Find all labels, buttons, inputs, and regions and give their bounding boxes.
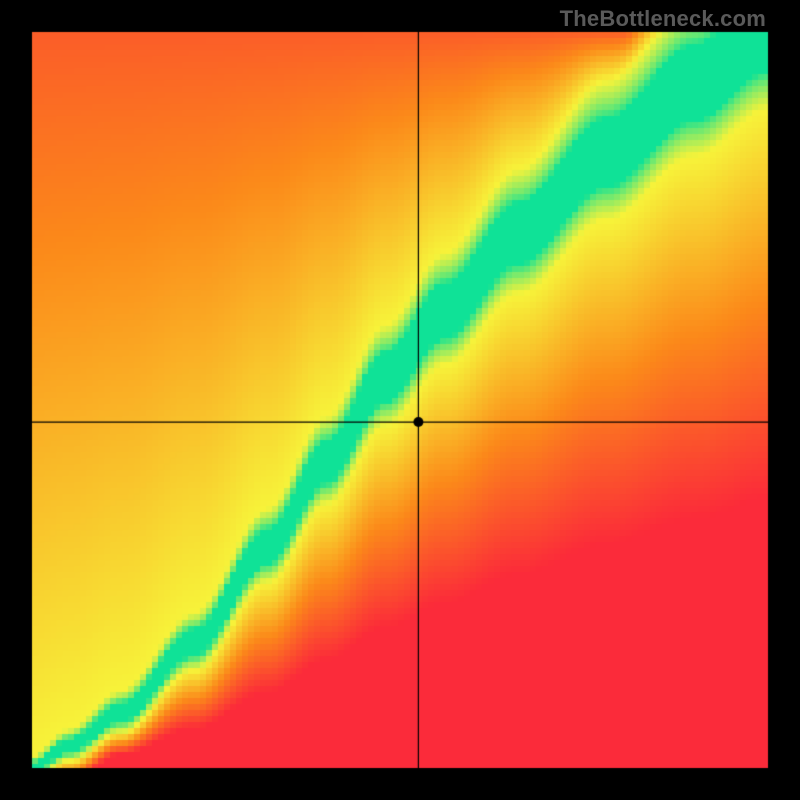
- watermark-text: TheBottleneck.com: [560, 6, 766, 32]
- bottleneck-heatmap-canvas: [0, 0, 800, 800]
- chart-frame: TheBottleneck.com: [0, 0, 800, 800]
